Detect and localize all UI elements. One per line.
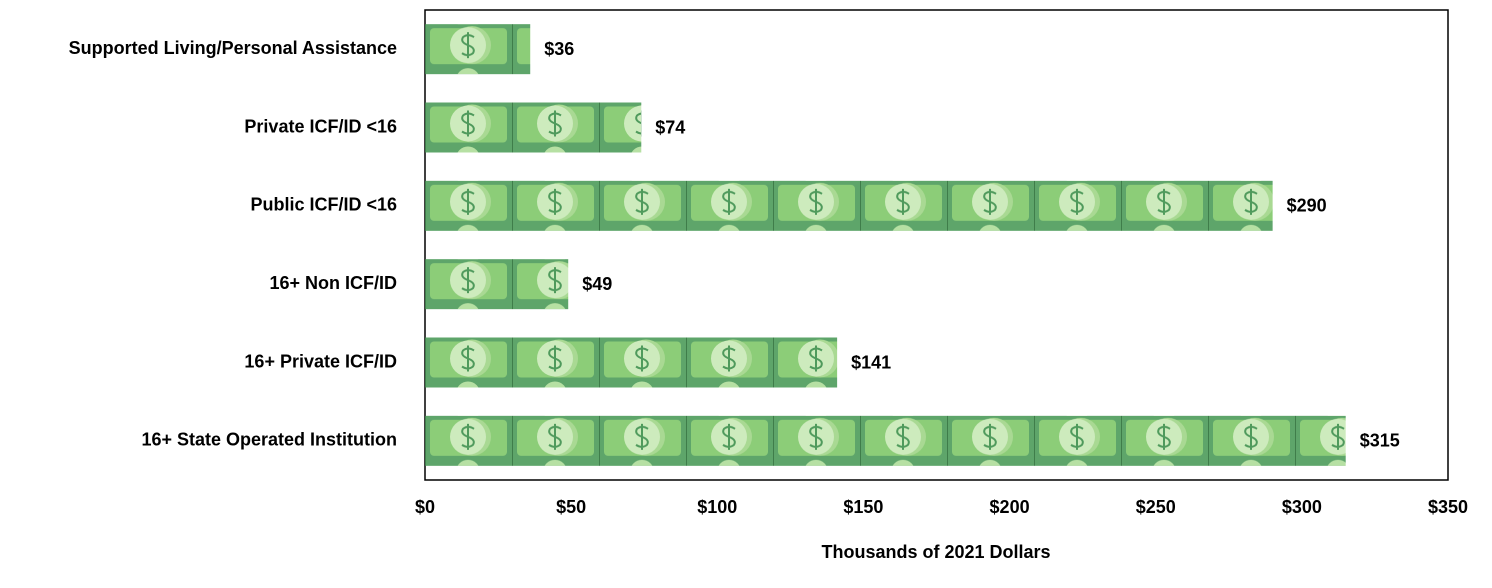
y-tick-label: 16+ State Operated Institution <box>141 430 397 450</box>
x-tick-label: $200 <box>990 497 1030 517</box>
bar <box>425 102 642 153</box>
bar <box>425 180 1273 231</box>
bar <box>425 24 531 75</box>
x-tick-label: $50 <box>556 497 586 517</box>
y-tick-label: Private ICF/ID <16 <box>244 116 397 136</box>
bar <box>425 337 838 388</box>
x-tick-label: $150 <box>843 497 883 517</box>
bar <box>425 259 569 310</box>
x-axis-title: Thousands of 2021 Dollars <box>821 542 1050 562</box>
bar <box>425 415 1346 466</box>
value-label: $141 <box>851 352 891 372</box>
x-tick-label: $250 <box>1136 497 1176 517</box>
y-tick-label: 16+ Non ICF/ID <box>269 273 397 293</box>
value-label: $49 <box>582 274 612 294</box>
x-tick-label: $100 <box>697 497 737 517</box>
value-label: $290 <box>1287 196 1327 216</box>
plot-frame <box>424 9 1449 481</box>
y-tick-label: 16+ Private ICF/ID <box>244 351 397 371</box>
y-tick-label: Public ICF/ID <16 <box>250 195 397 215</box>
value-label: $315 <box>1360 431 1400 451</box>
y-tick-label: Supported Living/Personal Assistance <box>69 38 397 58</box>
x-tick-label: $300 <box>1282 497 1322 517</box>
value-label: $74 <box>655 117 685 137</box>
value-label: $36 <box>544 39 574 59</box>
x-tick-label: $0 <box>415 497 435 517</box>
x-tick-label: $350 <box>1428 497 1468 517</box>
